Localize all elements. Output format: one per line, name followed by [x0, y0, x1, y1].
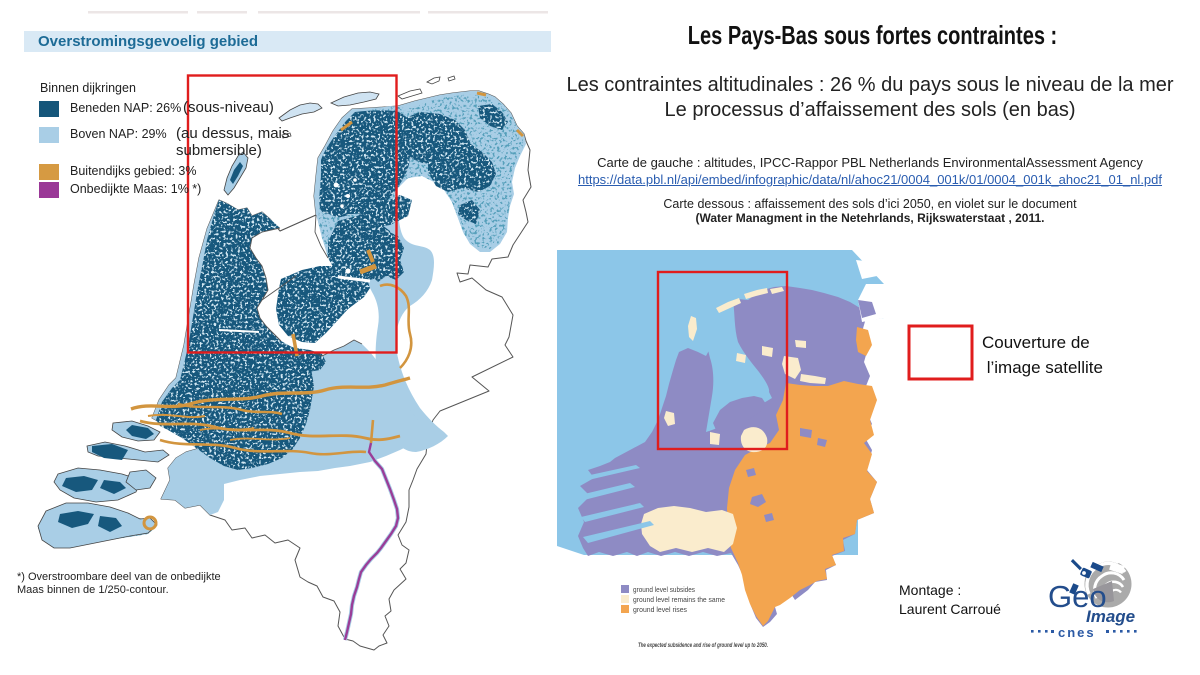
svg-text:ground level subsides: ground level subsides: [633, 585, 695, 594]
svg-text:Image: Image: [1086, 607, 1135, 626]
svg-text:The expected subsidence and ri: The expected subsidence and rise of grou…: [638, 642, 768, 649]
svg-text:ground level rises: ground level rises: [633, 605, 687, 614]
svg-text:cnes: cnes: [1058, 625, 1096, 640]
svg-text:Geo: Geo: [1048, 579, 1107, 614]
svg-text:ground level remains the same: ground level remains the same: [633, 595, 725, 604]
